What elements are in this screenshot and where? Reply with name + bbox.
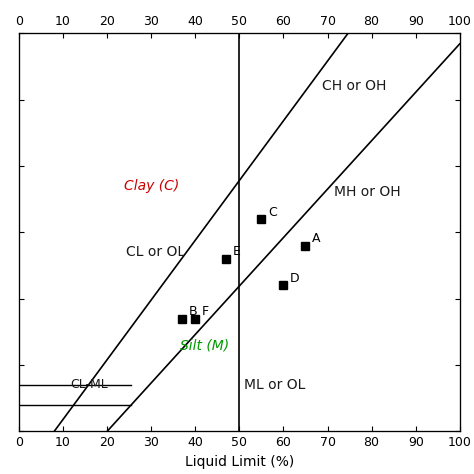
Text: Silt (M): Silt (M) (180, 338, 228, 352)
Text: F: F (202, 305, 209, 318)
Text: C: C (268, 206, 277, 219)
Text: CL-ML: CL-ML (71, 378, 109, 392)
Text: Clay (C): Clay (C) (124, 179, 179, 193)
Text: MH or OH: MH or OH (334, 185, 401, 200)
X-axis label: Liquid Limit (%): Liquid Limit (%) (185, 455, 294, 469)
Text: CL or OL: CL or OL (126, 245, 185, 259)
Text: ML or OL: ML or OL (244, 378, 305, 392)
Text: CH or OH: CH or OH (322, 79, 386, 93)
Text: E: E (233, 246, 241, 258)
Text: D: D (290, 272, 300, 285)
Text: B: B (189, 305, 197, 318)
Text: A: A (312, 232, 320, 245)
